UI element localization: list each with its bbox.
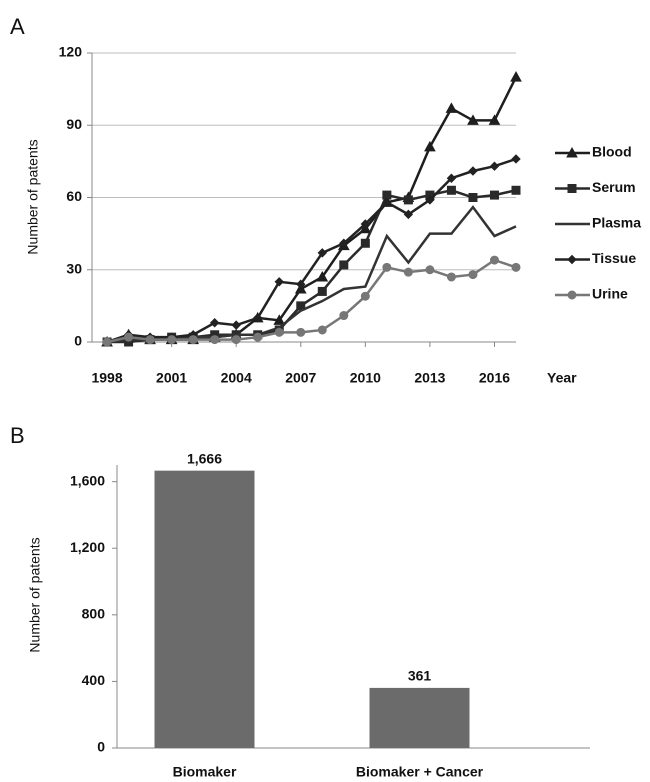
legend-label: Serum — [592, 179, 636, 195]
x-tick-label: 2001 — [156, 370, 187, 386]
marker — [403, 267, 413, 277]
marker — [210, 335, 220, 345]
marker — [339, 260, 349, 270]
legend-label: Plasma — [592, 215, 641, 231]
marker — [209, 318, 220, 328]
marker — [382, 197, 392, 208]
marker — [403, 209, 414, 220]
marker — [445, 102, 458, 113]
marker — [382, 262, 392, 272]
x-tick-label: 2013 — [414, 370, 445, 386]
marker — [360, 238, 370, 248]
value-label: 1,666 — [187, 450, 222, 466]
marker — [274, 327, 284, 337]
marker — [467, 114, 479, 125]
y-axis-label: Number of patents — [27, 537, 43, 652]
marker — [339, 238, 349, 248]
panel-label: B — [10, 423, 25, 448]
series-line — [106, 76, 518, 344]
marker — [489, 190, 499, 200]
marker — [317, 286, 327, 296]
y-tick-label: 800 — [82, 606, 106, 622]
bar — [369, 687, 470, 748]
marker — [403, 195, 413, 205]
y-axis-label: Number of patents — [25, 139, 41, 254]
x-tick-label: 2010 — [350, 370, 381, 386]
value-label: 361 — [408, 668, 432, 684]
marker — [446, 173, 457, 183]
marker — [124, 332, 134, 342]
marker — [273, 314, 286, 325]
y-tick-label: 90 — [66, 116, 82, 132]
y-tick-label: 60 — [66, 188, 82, 204]
marker — [360, 219, 371, 229]
legend-marker — [566, 146, 578, 158]
marker — [468, 166, 478, 176]
marker — [511, 262, 521, 272]
marker — [188, 335, 198, 345]
bar — [154, 470, 255, 748]
legend-label: Tissue — [592, 250, 636, 266]
marker — [316, 270, 329, 282]
marker — [296, 279, 306, 289]
marker — [511, 154, 521, 164]
marker — [339, 311, 349, 321]
marker — [145, 335, 155, 345]
x-axis-label: Year — [547, 370, 577, 386]
marker — [488, 114, 501, 125]
marker — [102, 337, 112, 347]
marker — [446, 272, 456, 282]
y-tick-label: 0 — [97, 739, 105, 755]
x-tick-label: 2007 — [285, 370, 316, 386]
marker — [253, 332, 263, 342]
legend-label: Urine — [592, 286, 628, 302]
marker — [489, 161, 500, 171]
y-tick-label: 30 — [66, 260, 82, 276]
x-tick-label: 1998 — [91, 370, 122, 386]
legend-marker — [567, 290, 577, 300]
marker — [253, 313, 263, 323]
marker — [317, 325, 327, 335]
legend-marker — [567, 254, 577, 265]
marker — [468, 270, 478, 280]
marker — [317, 248, 328, 258]
marker — [296, 327, 306, 337]
marker — [446, 185, 456, 195]
marker — [360, 291, 370, 301]
marker — [167, 335, 177, 345]
x-tick-label: Biomaker — [173, 764, 237, 780]
marker — [274, 277, 284, 287]
y-tick-label: 400 — [82, 672, 106, 688]
series-line — [107, 188, 517, 344]
legend-marker — [567, 184, 577, 193]
marker — [468, 193, 478, 202]
x-tick-label: 2004 — [221, 370, 252, 386]
y-tick-label: 0 — [74, 333, 82, 349]
series-line — [106, 258, 517, 344]
x-tick-label: 2016 — [479, 370, 510, 386]
x-tick-label: Biomaker + Cancer — [356, 764, 484, 780]
marker — [510, 71, 522, 82]
marker — [425, 265, 435, 275]
y-tick-label: 120 — [59, 44, 83, 60]
marker — [425, 195, 435, 205]
y-tick-label: 1,600 — [70, 472, 105, 488]
panel-label: A — [10, 14, 25, 39]
legend-label: Blood — [592, 144, 632, 160]
marker — [489, 255, 499, 265]
marker — [424, 140, 436, 152]
y-tick-label: 1,200 — [70, 539, 105, 555]
marker — [231, 320, 241, 330]
marker — [231, 335, 241, 345]
marker — [511, 185, 521, 195]
